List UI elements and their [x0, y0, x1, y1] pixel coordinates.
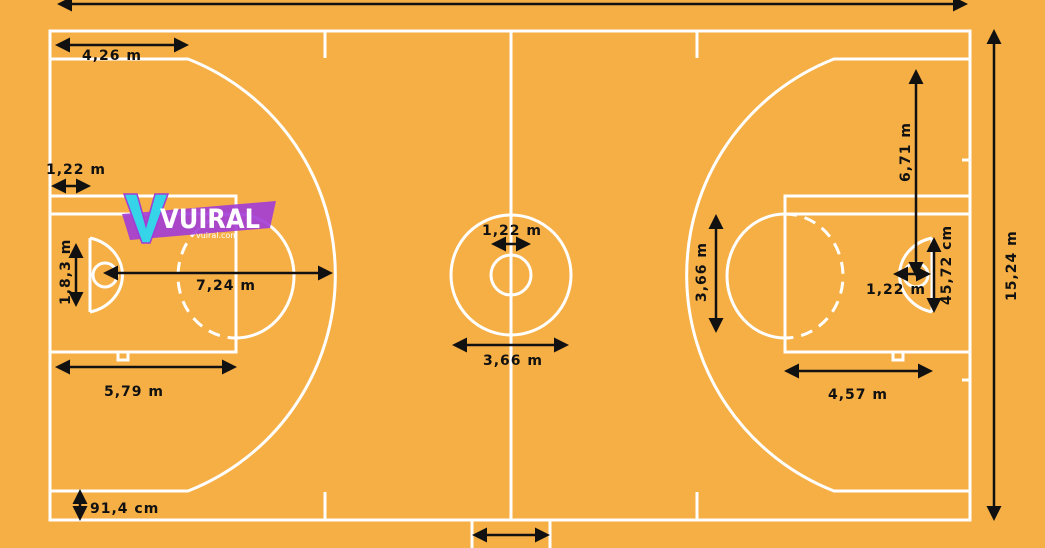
label-baseline-to-tick: 4,26 m: [82, 48, 142, 64]
label-center-outer: 3,66 m: [483, 353, 543, 369]
hoop-left: [91, 261, 119, 289]
court-lines: [48, 29, 972, 548]
label-backboard-offset: 1,22 m: [866, 282, 926, 298]
label-lane-length: 4,57 m: [828, 387, 888, 403]
logo-subtext: vuiral.com: [196, 231, 238, 240]
center-circle-outer: [449, 213, 573, 337]
free-throw-circle-right: [725, 212, 786, 340]
free-throw-dashed-right: [784, 212, 845, 340]
label-free-throw-circle: 45,72 cm: [939, 225, 955, 305]
label-sideline-to-corner: 1,22 m: [46, 162, 106, 178]
label-top-length: 28 m: [479, 0, 522, 2]
label-key-length: 5,79 m: [104, 384, 164, 400]
vuiral-logo: VUIRAL vuiral.com: [122, 193, 276, 244]
three-point-line-left: [50, 57, 337, 493]
dimension-labels: 28 m 4,26 m 1,22 m 1,8,3 m 7,24 m 5,79 m…: [46, 0, 1020, 517]
key-right: [783, 194, 972, 354]
logo-v-mark: [122, 193, 170, 244]
lane-mark-right: [891, 350, 905, 362]
label-court-width: 15,24 m: [1004, 230, 1020, 301]
logo-wordmark: VUIRAL: [160, 204, 260, 235]
label-key-width: 3,66 m: [694, 242, 710, 302]
three-point-line-right: [685, 57, 970, 493]
label-sideline-offset: 91,4 cm: [90, 501, 159, 517]
label-center-inner: 1,22 m: [482, 223, 542, 239]
label-restraining-width: 1,8,3 m: [58, 239, 74, 305]
center-circle-inner: [489, 253, 533, 297]
dimension-arrows: [51, 0, 1002, 543]
label-hoop-to-arc: 6,71 m: [898, 122, 914, 182]
lane-mark-left: [116, 350, 130, 362]
label-three-point-radius: 7,24 m: [196, 278, 256, 294]
